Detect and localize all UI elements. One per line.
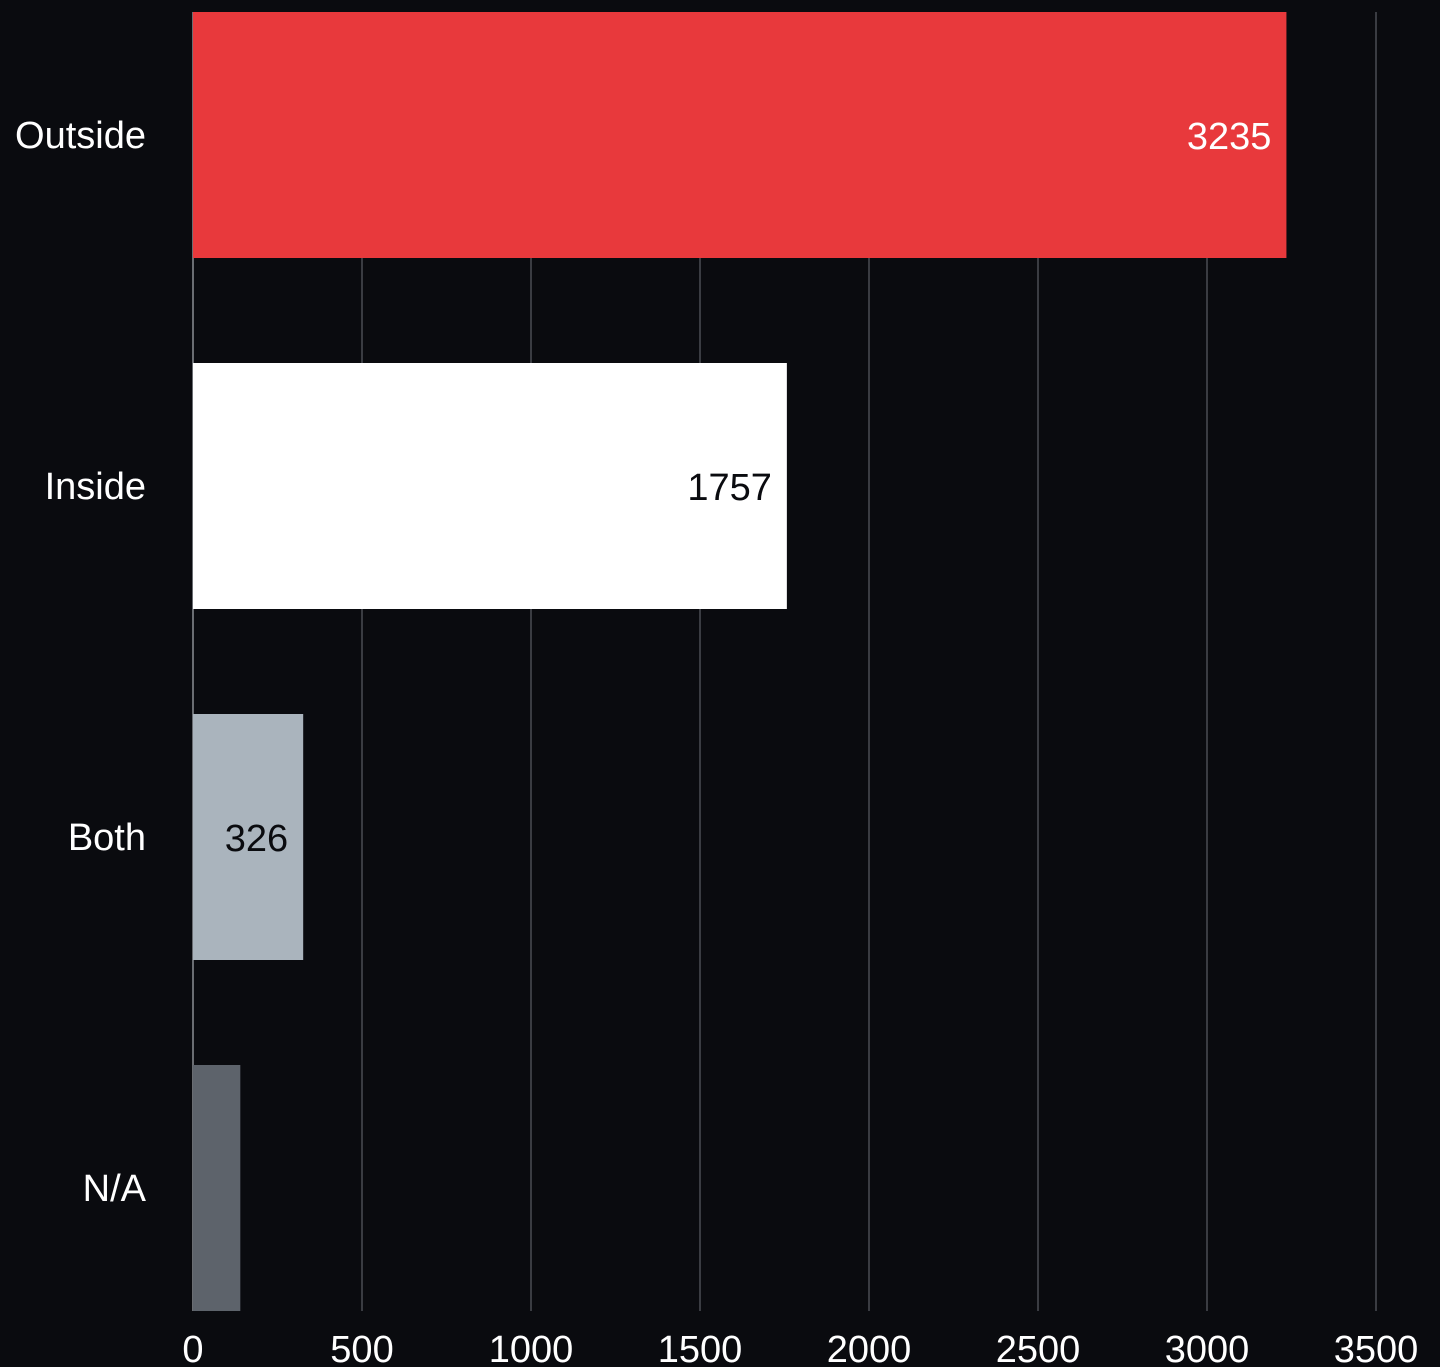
x-tick-label-2500: 2500 (996, 1329, 1081, 1367)
bar-inside (193, 363, 787, 609)
category-label-both: Both (68, 817, 146, 859)
value-label-inside: 1757 (687, 467, 772, 509)
value-labels-layer: 3235 1757 326 (225, 116, 1272, 860)
x-tick-label-2000: 2000 (827, 1329, 912, 1367)
x-tick-label-3000: 3000 (1165, 1329, 1250, 1367)
value-label-both: 326 (225, 818, 288, 860)
x-tick-label-3500: 3500 (1334, 1329, 1419, 1367)
x-tick-label-500: 500 (330, 1329, 393, 1367)
bars-layer (193, 12, 1287, 1311)
x-tick-labels-layer: 0 500 1000 1500 2000 2500 3000 3500 (182, 1329, 1418, 1367)
category-label-outside: Outside (15, 115, 146, 157)
category-label-n-a: N/A (83, 1168, 147, 1210)
value-label-outside: 3235 (1187, 116, 1272, 158)
bar-outside (193, 12, 1287, 258)
category-labels-layer: Outside Inside Both N/A (15, 115, 147, 1210)
x-tick-label-0: 0 (182, 1329, 203, 1367)
category-label-inside: Inside (45, 466, 146, 508)
x-tick-label-1500: 1500 (658, 1329, 743, 1367)
x-tick-label-1000: 1000 (489, 1329, 574, 1367)
bar-both (193, 714, 304, 960)
bar-n-a (193, 1065, 241, 1311)
